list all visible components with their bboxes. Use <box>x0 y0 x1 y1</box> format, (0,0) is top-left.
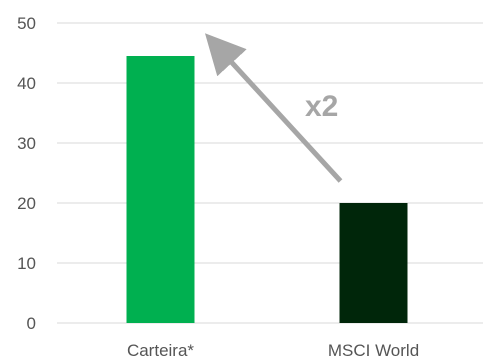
y-tick-label: 40 <box>17 74 36 93</box>
bar-carteira <box>126 56 195 323</box>
growth-annotation-label: x2 <box>305 90 338 123</box>
growth-annotation: x2 <box>204 33 343 183</box>
bar-msci-world <box>339 203 408 323</box>
y-tick-label: 30 <box>17 134 36 153</box>
gridlines <box>57 22 483 324</box>
y-tick-label: 10 <box>17 254 36 273</box>
y-axis-ticks: 0 10 20 30 40 50 <box>17 14 36 333</box>
x-axis-labels: Carteira* MSCI World <box>127 341 419 356</box>
y-tick-label: 0 <box>27 314 36 333</box>
bars <box>126 56 408 323</box>
x-category-label: MSCI World <box>328 341 419 356</box>
growth-arrow <box>204 33 343 183</box>
y-tick-label: 50 <box>17 14 36 33</box>
x-category-label: Carteira* <box>127 341 194 356</box>
y-tick-label: 20 <box>17 194 36 213</box>
